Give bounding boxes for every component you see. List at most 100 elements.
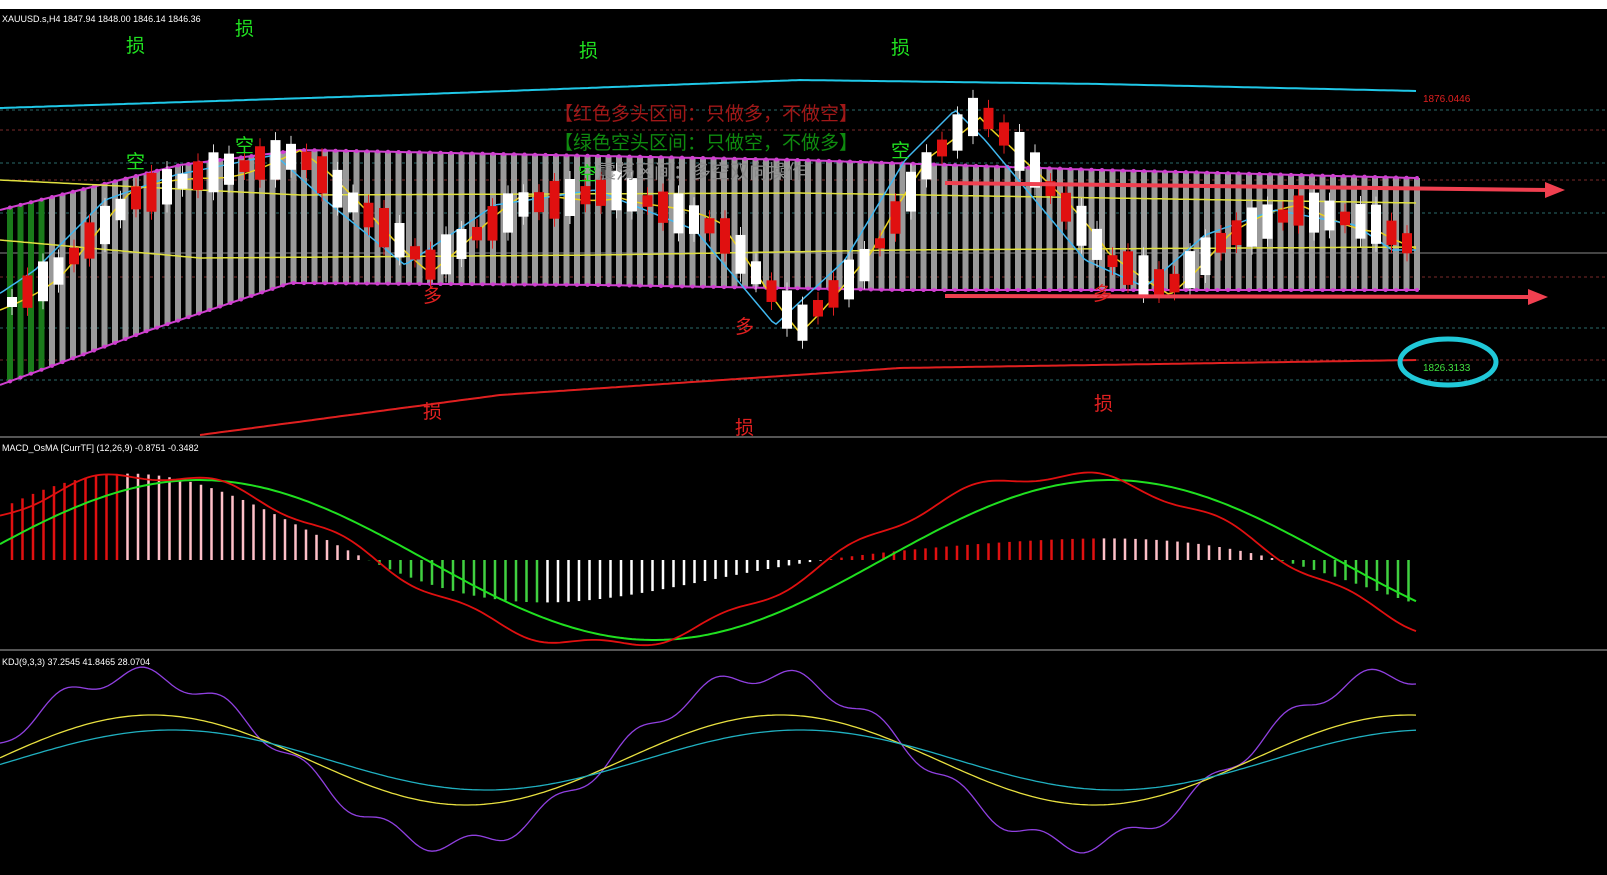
candle: [115, 198, 126, 221]
band-bar: [1130, 170, 1137, 290]
arrow-head: [1545, 182, 1565, 198]
candle: [1123, 251, 1133, 285]
candle: [332, 169, 343, 208]
candle: [224, 153, 234, 185]
band-bar: [1172, 171, 1179, 290]
band-bar: [637, 156, 643, 286]
kdj-j: [0, 666, 1417, 854]
band-bar: [101, 183, 108, 347]
band-bar: [217, 160, 223, 307]
candle: [69, 247, 79, 265]
band-bar: [773, 159, 780, 288]
band-bar: [154, 170, 160, 328]
kdj-d: [0, 729, 1417, 791]
band-bar: [185, 163, 192, 318]
candle: [968, 97, 978, 137]
marker: 空: [578, 163, 597, 185]
band-bar: [616, 156, 622, 286]
band-bar: [1330, 175, 1336, 290]
band-bar: [910, 163, 916, 290]
band-bar: [1151, 171, 1158, 290]
band-bar: [70, 191, 76, 359]
marker: 损: [579, 40, 598, 62]
ma-line: [0, 239, 1416, 259]
band-bar: [1162, 171, 1168, 290]
candle: [208, 152, 219, 193]
band-bar: [784, 159, 790, 289]
candle: [673, 193, 684, 234]
band-bar: [133, 176, 139, 336]
band-bar: [542, 154, 549, 285]
candle: [1216, 232, 1226, 253]
marker: 损: [235, 18, 254, 40]
band-bar: [1025, 167, 1032, 290]
band-bar: [532, 154, 538, 285]
candle: [1154, 269, 1164, 295]
band-bar: [931, 164, 937, 290]
band-bar: [1298, 175, 1305, 290]
band-bar: [763, 159, 769, 288]
candle: [565, 179, 575, 216]
note: 【红色多头区间：只做多，不做空】: [554, 103, 858, 125]
band-upper: [0, 148, 1417, 211]
main-panel: [0, 78, 1607, 436]
band-bar: [395, 151, 402, 284]
candle: [1386, 220, 1397, 245]
band-bar: [511, 154, 517, 285]
band-bar: [521, 154, 528, 285]
candle: [1262, 204, 1273, 239]
band-bar: [805, 160, 811, 289]
band-bar: [259, 154, 265, 293]
band-bar: [1036, 167, 1042, 290]
candle: [1138, 255, 1149, 295]
candle: [425, 249, 436, 280]
band-bar: [857, 162, 864, 290]
band-bar: [469, 153, 475, 285]
candle: [797, 304, 808, 341]
band-bar: [122, 178, 129, 339]
band-bar: [1309, 175, 1315, 290]
band-bar: [941, 164, 948, 290]
band-bar: [406, 152, 412, 284]
candle: [84, 222, 95, 259]
candle: [875, 238, 885, 249]
candle: [689, 205, 699, 234]
candle: [596, 179, 606, 206]
candle: [983, 107, 994, 130]
band-bar: [1015, 167, 1021, 290]
candle: [270, 140, 281, 180]
band-bar: [1288, 174, 1294, 290]
band-bar: [574, 155, 580, 285]
band-bar: [1004, 166, 1011, 290]
macd-signal: [0, 479, 1417, 641]
band-bar: [1109, 170, 1116, 290]
band-bar: [983, 166, 990, 290]
marker: 多: [423, 285, 442, 307]
band-bar: [1351, 176, 1357, 290]
symbol-info: XAUUSD.s,H4 1847.94 1848.00 1846.14 1846…: [2, 14, 201, 24]
band-bar: [731, 158, 738, 288]
candle: [1309, 192, 1319, 233]
band-bar: [1319, 175, 1326, 290]
candle: [611, 170, 622, 211]
marker: 空: [891, 140, 910, 162]
band-bar: [164, 168, 171, 325]
candle: [735, 234, 746, 274]
band-bar: [311, 150, 318, 284]
candle: [627, 178, 637, 212]
candle: [255, 146, 265, 180]
marker: 损: [126, 35, 145, 57]
band-bar: [742, 158, 748, 288]
band-bar: [605, 156, 612, 286]
candle: [301, 151, 312, 171]
band-bar: [815, 160, 822, 289]
band-bar: [1277, 174, 1284, 290]
candle: [1402, 233, 1412, 254]
candle: [921, 152, 932, 180]
candle: [937, 139, 947, 157]
marker: 多: [735, 316, 754, 338]
price-ma: [0, 110, 1416, 326]
candle: [859, 248, 870, 282]
candle: [1355, 204, 1366, 239]
band-bar: [1193, 172, 1200, 290]
